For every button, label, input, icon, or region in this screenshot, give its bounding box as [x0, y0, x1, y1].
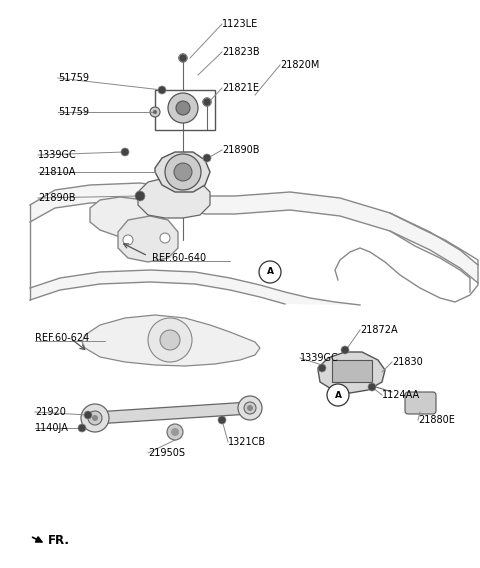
Circle shape [318, 364, 326, 372]
Circle shape [259, 261, 281, 283]
Text: 21810A: 21810A [38, 167, 75, 177]
Circle shape [174, 163, 192, 181]
Polygon shape [138, 178, 210, 218]
FancyBboxPatch shape [405, 392, 436, 414]
Circle shape [247, 405, 253, 411]
Circle shape [135, 191, 145, 201]
Text: 21920: 21920 [35, 407, 66, 417]
FancyBboxPatch shape [332, 360, 372, 382]
Text: 21823B: 21823B [222, 47, 260, 57]
Text: 21950S: 21950S [148, 448, 185, 458]
Polygon shape [30, 270, 360, 305]
Text: 21821E: 21821E [222, 83, 259, 93]
Text: 51759: 51759 [58, 107, 89, 117]
Text: 1339GC: 1339GC [38, 150, 77, 160]
Text: 1321CB: 1321CB [228, 437, 266, 447]
Circle shape [153, 110, 157, 114]
Text: 1140JA: 1140JA [35, 423, 69, 433]
Circle shape [88, 411, 102, 425]
Circle shape [171, 428, 179, 436]
Text: 21890B: 21890B [222, 145, 260, 155]
Text: 1124AA: 1124AA [382, 390, 420, 400]
Text: 21820M: 21820M [280, 60, 319, 70]
Circle shape [167, 424, 183, 440]
Circle shape [160, 233, 170, 243]
Text: FR.: FR. [48, 533, 70, 546]
Circle shape [168, 93, 198, 123]
Circle shape [341, 346, 349, 354]
Text: REF.60-624: REF.60-624 [35, 333, 89, 343]
Circle shape [176, 101, 190, 115]
Polygon shape [118, 216, 178, 262]
Text: 21830: 21830 [392, 357, 423, 367]
Polygon shape [30, 183, 478, 283]
Text: REF.60-640: REF.60-640 [152, 253, 206, 263]
Circle shape [203, 98, 211, 106]
Text: 51759: 51759 [58, 73, 89, 83]
Circle shape [244, 402, 256, 414]
Circle shape [179, 54, 187, 62]
Circle shape [123, 235, 133, 245]
Circle shape [148, 318, 192, 362]
Text: A: A [335, 391, 341, 399]
Circle shape [150, 107, 160, 117]
Text: 21880E: 21880E [418, 415, 455, 425]
Circle shape [92, 415, 98, 421]
Polygon shape [95, 402, 251, 424]
Circle shape [78, 424, 86, 432]
Circle shape [238, 396, 262, 420]
Circle shape [327, 384, 349, 406]
Polygon shape [318, 352, 385, 393]
Text: 21890B: 21890B [38, 193, 75, 203]
Circle shape [218, 416, 226, 424]
Circle shape [81, 404, 109, 432]
Text: 1123LE: 1123LE [222, 19, 258, 29]
Polygon shape [90, 197, 165, 240]
Circle shape [84, 411, 92, 419]
Polygon shape [82, 315, 260, 366]
Text: 21872A: 21872A [360, 325, 397, 335]
Text: 1339GC: 1339GC [300, 353, 339, 363]
Text: A: A [266, 268, 274, 277]
Polygon shape [155, 152, 210, 192]
Circle shape [160, 330, 180, 350]
Circle shape [158, 86, 166, 94]
Circle shape [121, 148, 129, 156]
Circle shape [203, 154, 211, 162]
Circle shape [368, 383, 376, 391]
Circle shape [165, 154, 201, 190]
